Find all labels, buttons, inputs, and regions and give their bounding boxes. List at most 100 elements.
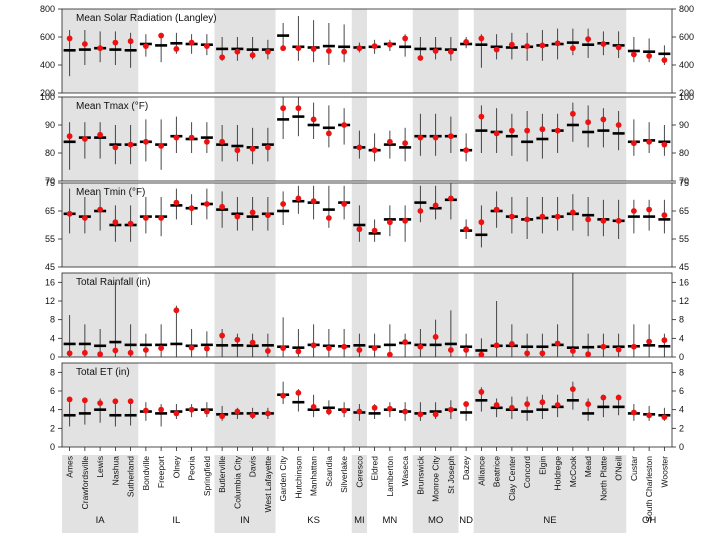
observed-dot-2-9 [203,201,210,207]
observed-dot-1-4 [127,141,134,148]
site-label-32: Holdrege [553,456,563,491]
ytick-label-right-2-3: 75 [679,178,689,188]
observed-dot-3-0 [66,350,73,357]
observed-dot-1-5 [142,138,149,145]
observed-dot-0-29 [508,41,515,48]
observed-dot-0-15 [295,45,302,52]
observed-dot-2-10 [219,203,226,210]
state-band-in-p1 [214,97,276,181]
observed-dot-4-19 [356,408,363,415]
ytick-label-left-1-0: 70 [45,176,55,186]
observed-dot-3-24 [432,334,439,340]
observed-dot-1-17 [325,130,332,137]
site-label-28: Beatrice [492,456,502,487]
site-label-3: Nashua [110,456,120,486]
observed-dot-0-33 [569,45,576,52]
observed-dot-3-38 [646,338,653,345]
observed-dot-4-33 [569,386,576,393]
observed-dot-3-39 [661,337,668,344]
state-band-in-p4 [214,363,276,447]
state-band-mi-p3 [351,273,367,357]
observed-dot-1-34 [585,119,592,126]
observed-dot-2-1 [81,215,88,221]
observed-dot-4-11 [234,408,241,415]
observed-dot-4-27 [478,389,485,395]
observed-dot-4-21 [386,405,393,412]
ytick-label-right-2-0: 45 [679,262,689,272]
observed-dot-0-5 [142,43,149,49]
observed-dot-0-23 [417,55,424,61]
observed-dot-1-2 [97,131,104,138]
observed-dot-0-38 [646,53,653,59]
panel-frame-4 [61,362,673,448]
state-band-in-label-area [214,455,276,533]
observed-dot-4-13 [264,410,271,417]
observed-dot-2-21 [386,219,393,226]
observed-dot-4-5 [142,407,149,414]
observed-dot-2-15 [295,195,302,202]
observed-dot-2-8 [188,205,195,212]
observed-dot-3-35 [600,343,607,350]
observed-dot-2-30 [524,216,531,223]
observed-dot-0-24 [432,48,439,54]
site-label-26: Dazey [461,455,471,480]
observed-dot-1-29 [508,127,515,134]
ytick-label-left-3-4: 16 [45,277,55,287]
observed-dot-1-26 [463,147,470,154]
site-label-21: Lamberton [385,456,395,497]
observed-dot-4-15 [295,389,302,396]
state-band-ia-label-area [62,455,139,533]
state-band-ne-p2 [473,183,627,267]
observed-dot-1-38 [646,138,653,145]
observed-dot-1-0 [66,133,73,140]
observed-dot-2-17 [325,215,332,221]
ytick-label-right-2-1: 55 [679,234,689,244]
state-band-ne-p0 [473,9,627,93]
site-label-2: Lewis [95,456,105,478]
observed-dot-4-10 [219,413,226,420]
observed-dot-3-21 [386,351,393,358]
observed-dot-2-35 [600,217,607,224]
observed-dot-2-36 [615,217,622,224]
observed-dot-1-15 [295,105,302,112]
observed-dot-1-24 [432,134,439,141]
observed-dot-3-5 [142,347,149,353]
observed-dot-1-27 [478,113,485,120]
observed-dot-0-18 [341,48,348,55]
observed-dot-1-11 [234,147,241,154]
observed-dot-0-3 [112,39,119,46]
observed-dot-0-32 [554,40,561,47]
ytick-label-right-3-0: 0 [679,352,684,362]
observed-dot-3-31 [539,350,546,357]
ytick-label-right-0-1: 400 [679,60,694,70]
observed-dot-3-23 [417,343,424,350]
site-label-18: Silverlake [339,456,349,493]
observed-dot-1-28 [493,130,500,137]
site-label-34: Mead [583,456,593,478]
observed-dot-3-18 [341,343,348,350]
observed-dot-4-6 [158,406,165,413]
ytick-label-left-2-1: 55 [45,234,55,244]
observed-dot-4-37 [630,409,637,416]
observed-dot-2-39 [661,212,668,219]
panel-title-1: Mean Tmax (°F) [76,101,148,112]
panel-frame-3 [61,272,673,358]
observed-dot-0-25 [447,48,454,55]
observed-dot-1-35 [600,116,607,123]
observed-dot-2-25 [447,195,454,202]
observed-dot-4-29 [508,404,515,411]
observed-dot-3-30 [524,350,531,357]
ytick-label-left-2-3: 75 [45,178,55,188]
site-label-39: Wooster [659,456,669,488]
observed-dot-4-34 [585,401,592,407]
site-label-6: Freeport [156,455,166,488]
ytick-label-right-1-3: 100 [679,92,694,102]
state-band-ne-p3 [473,273,627,357]
observed-dot-2-7 [173,199,180,206]
site-label-0: Ames [65,456,75,478]
observed-dot-4-36 [615,394,622,401]
ytick-label-right-4-3: 6 [679,386,684,396]
observed-dot-3-14 [280,345,287,352]
observed-dot-0-28 [493,46,500,53]
state-label-oh: OH [642,515,656,526]
